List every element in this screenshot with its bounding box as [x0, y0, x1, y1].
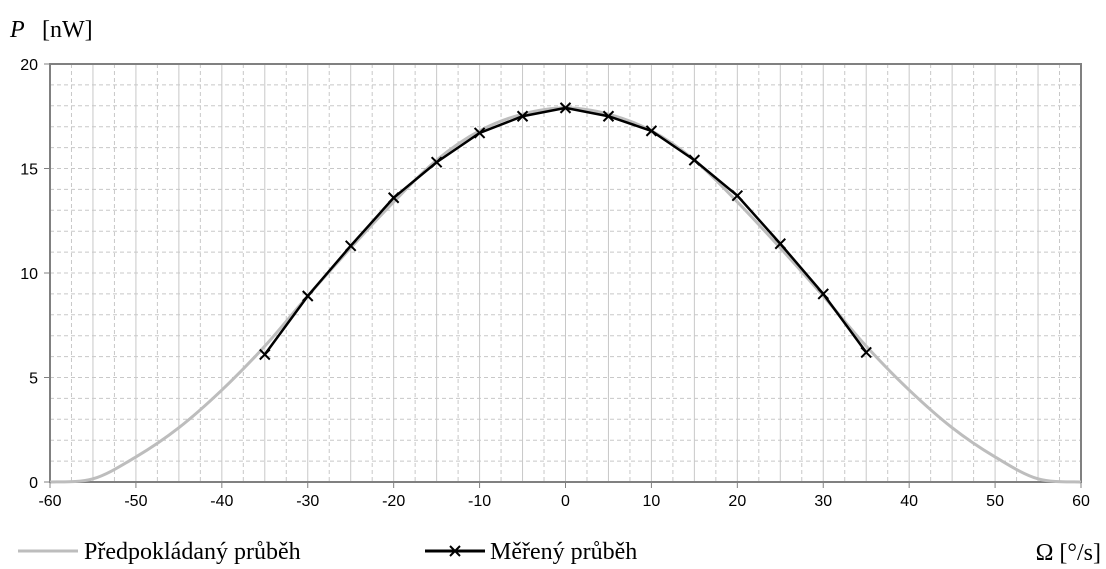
- x-tick-label: 10: [643, 493, 661, 510]
- y-tick-label: 20: [20, 57, 38, 74]
- x-axis-label: Ω [°/s]: [1036, 540, 1101, 566]
- x-tick-label: -10: [468, 493, 491, 510]
- x-tick-label: -30: [296, 493, 319, 510]
- data-point-marker: [430, 156, 443, 168]
- grid: [50, 64, 1081, 482]
- data-point-marker: [688, 154, 701, 166]
- data-point-marker: [559, 102, 572, 114]
- data-point-marker: [602, 110, 615, 122]
- legend-label-mereny: Měřený průběh: [490, 539, 637, 565]
- legend-marker-mereny: [449, 545, 461, 557]
- data-point-marker: [345, 240, 357, 252]
- data-point-marker: [817, 288, 829, 300]
- axes: -60 -50 -40 -30 -20 -10 0 10 20 30 40 50 60 0 5 10 15 20: [20, 57, 1090, 510]
- x-tick-label: 40: [900, 493, 918, 510]
- data-point-marker: [516, 110, 529, 122]
- x-tick-label: 30: [814, 493, 832, 510]
- data-point-marker: [387, 192, 400, 204]
- x-tick-label: -60: [38, 493, 61, 510]
- x-tick-label: 50: [986, 493, 1004, 510]
- x-tick-label: -50: [124, 493, 147, 510]
- data-point-marker: [473, 127, 486, 139]
- x-tick-label: 60: [1072, 493, 1090, 510]
- x-tick-label: 0: [561, 493, 570, 510]
- x-tick-label: 20: [728, 493, 746, 510]
- data-point-marker: [860, 346, 872, 359]
- data-point-marker: [774, 238, 786, 250]
- y-axis-label-unit: [nW]: [42, 17, 93, 43]
- data-point-marker: [302, 290, 314, 302]
- legend-label-predpokladany: Předpokládaný průběh: [84, 539, 301, 565]
- y-tick-label: 10: [20, 266, 38, 283]
- data-point-marker: [645, 125, 658, 137]
- data-point-marker: [731, 189, 744, 202]
- legend: Předpokládaný průběh Měřený průběh: [18, 539, 637, 565]
- y-tick-label: 15: [20, 162, 38, 179]
- series-layer: [49, 102, 1082, 484]
- x-tick-label: -40: [210, 493, 233, 510]
- data-point-marker: [259, 348, 271, 361]
- y-tick-label: 0: [29, 475, 38, 492]
- y-axis-label-symbol: P: [9, 17, 25, 43]
- y-tick-label: 5: [29, 371, 38, 388]
- x-tick-label: -20: [382, 493, 405, 510]
